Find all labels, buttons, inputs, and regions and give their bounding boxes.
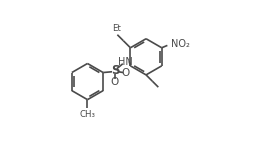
Text: O: O	[111, 77, 119, 87]
Text: O: O	[122, 68, 130, 78]
Text: HN: HN	[118, 56, 133, 67]
Text: CH₃: CH₃	[79, 110, 95, 119]
Text: S: S	[111, 64, 119, 77]
Text: Et: Et	[112, 24, 121, 33]
Text: NO₂: NO₂	[171, 39, 190, 49]
